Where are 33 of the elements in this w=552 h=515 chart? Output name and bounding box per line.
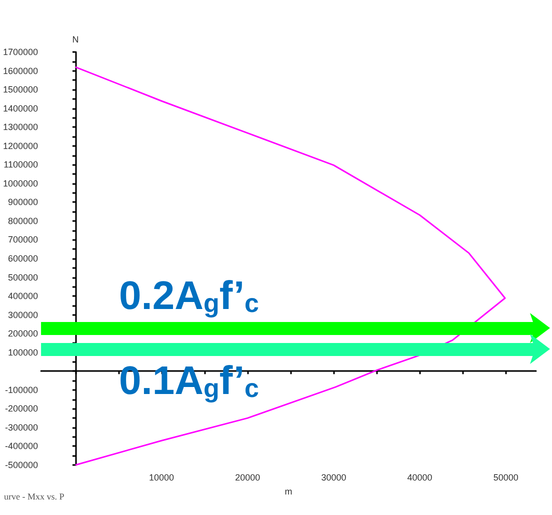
y-tick-label: 1500000: [2, 84, 38, 95]
y-tick-label: -200000: [5, 404, 38, 414]
y-tick-label: 700000: [8, 234, 38, 245]
ref-line-label: 0.1Agf’c: [119, 359, 260, 404]
y-tick-label: 500000: [8, 272, 38, 282]
y-tick-label: 400000: [8, 291, 38, 302]
y-tick-label: 1600000: [2, 66, 38, 76]
y-tick-label: 1100000: [4, 160, 38, 170]
y-tick-label: 600000: [8, 254, 38, 264]
y-tick-label: 100000: [8, 347, 38, 358]
x-axis-title: m: [284, 486, 292, 496]
y-tick-label: 1300000: [2, 122, 38, 132]
y-tick-label: 900000: [8, 197, 38, 208]
x-tick-label: 50000: [493, 472, 518, 482]
text: urve - Mxx vs. P: [4, 492, 64, 502]
y-tick-label: -400000: [5, 441, 38, 452]
x-tick-label: 10000: [149, 472, 174, 482]
y-tick-label: 1200000: [2, 140, 38, 151]
y-tick-label: 800000: [8, 216, 38, 226]
y-tick-label: 300000: [8, 310, 38, 320]
y-tick-label: 1700000: [2, 47, 38, 57]
y-axis-title: N: [72, 34, 79, 44]
x-tick-label: 40000: [407, 472, 432, 482]
ref-line-label: 0.2Agf’c: [119, 274, 260, 318]
y-tick-label: 200000: [8, 328, 38, 339]
y-tick-label: -500000: [5, 460, 38, 470]
y-tick-label: 1400000: [2, 103, 38, 114]
line-series: [74, 66, 506, 466]
y-tick-label: 1000000: [2, 178, 38, 188]
x-tick-label: 20000: [235, 472, 260, 482]
y-tick-label: -100000: [5, 384, 38, 395]
x-tick-label: 30000: [321, 472, 346, 482]
y-tick-label: -300000: [5, 422, 38, 432]
